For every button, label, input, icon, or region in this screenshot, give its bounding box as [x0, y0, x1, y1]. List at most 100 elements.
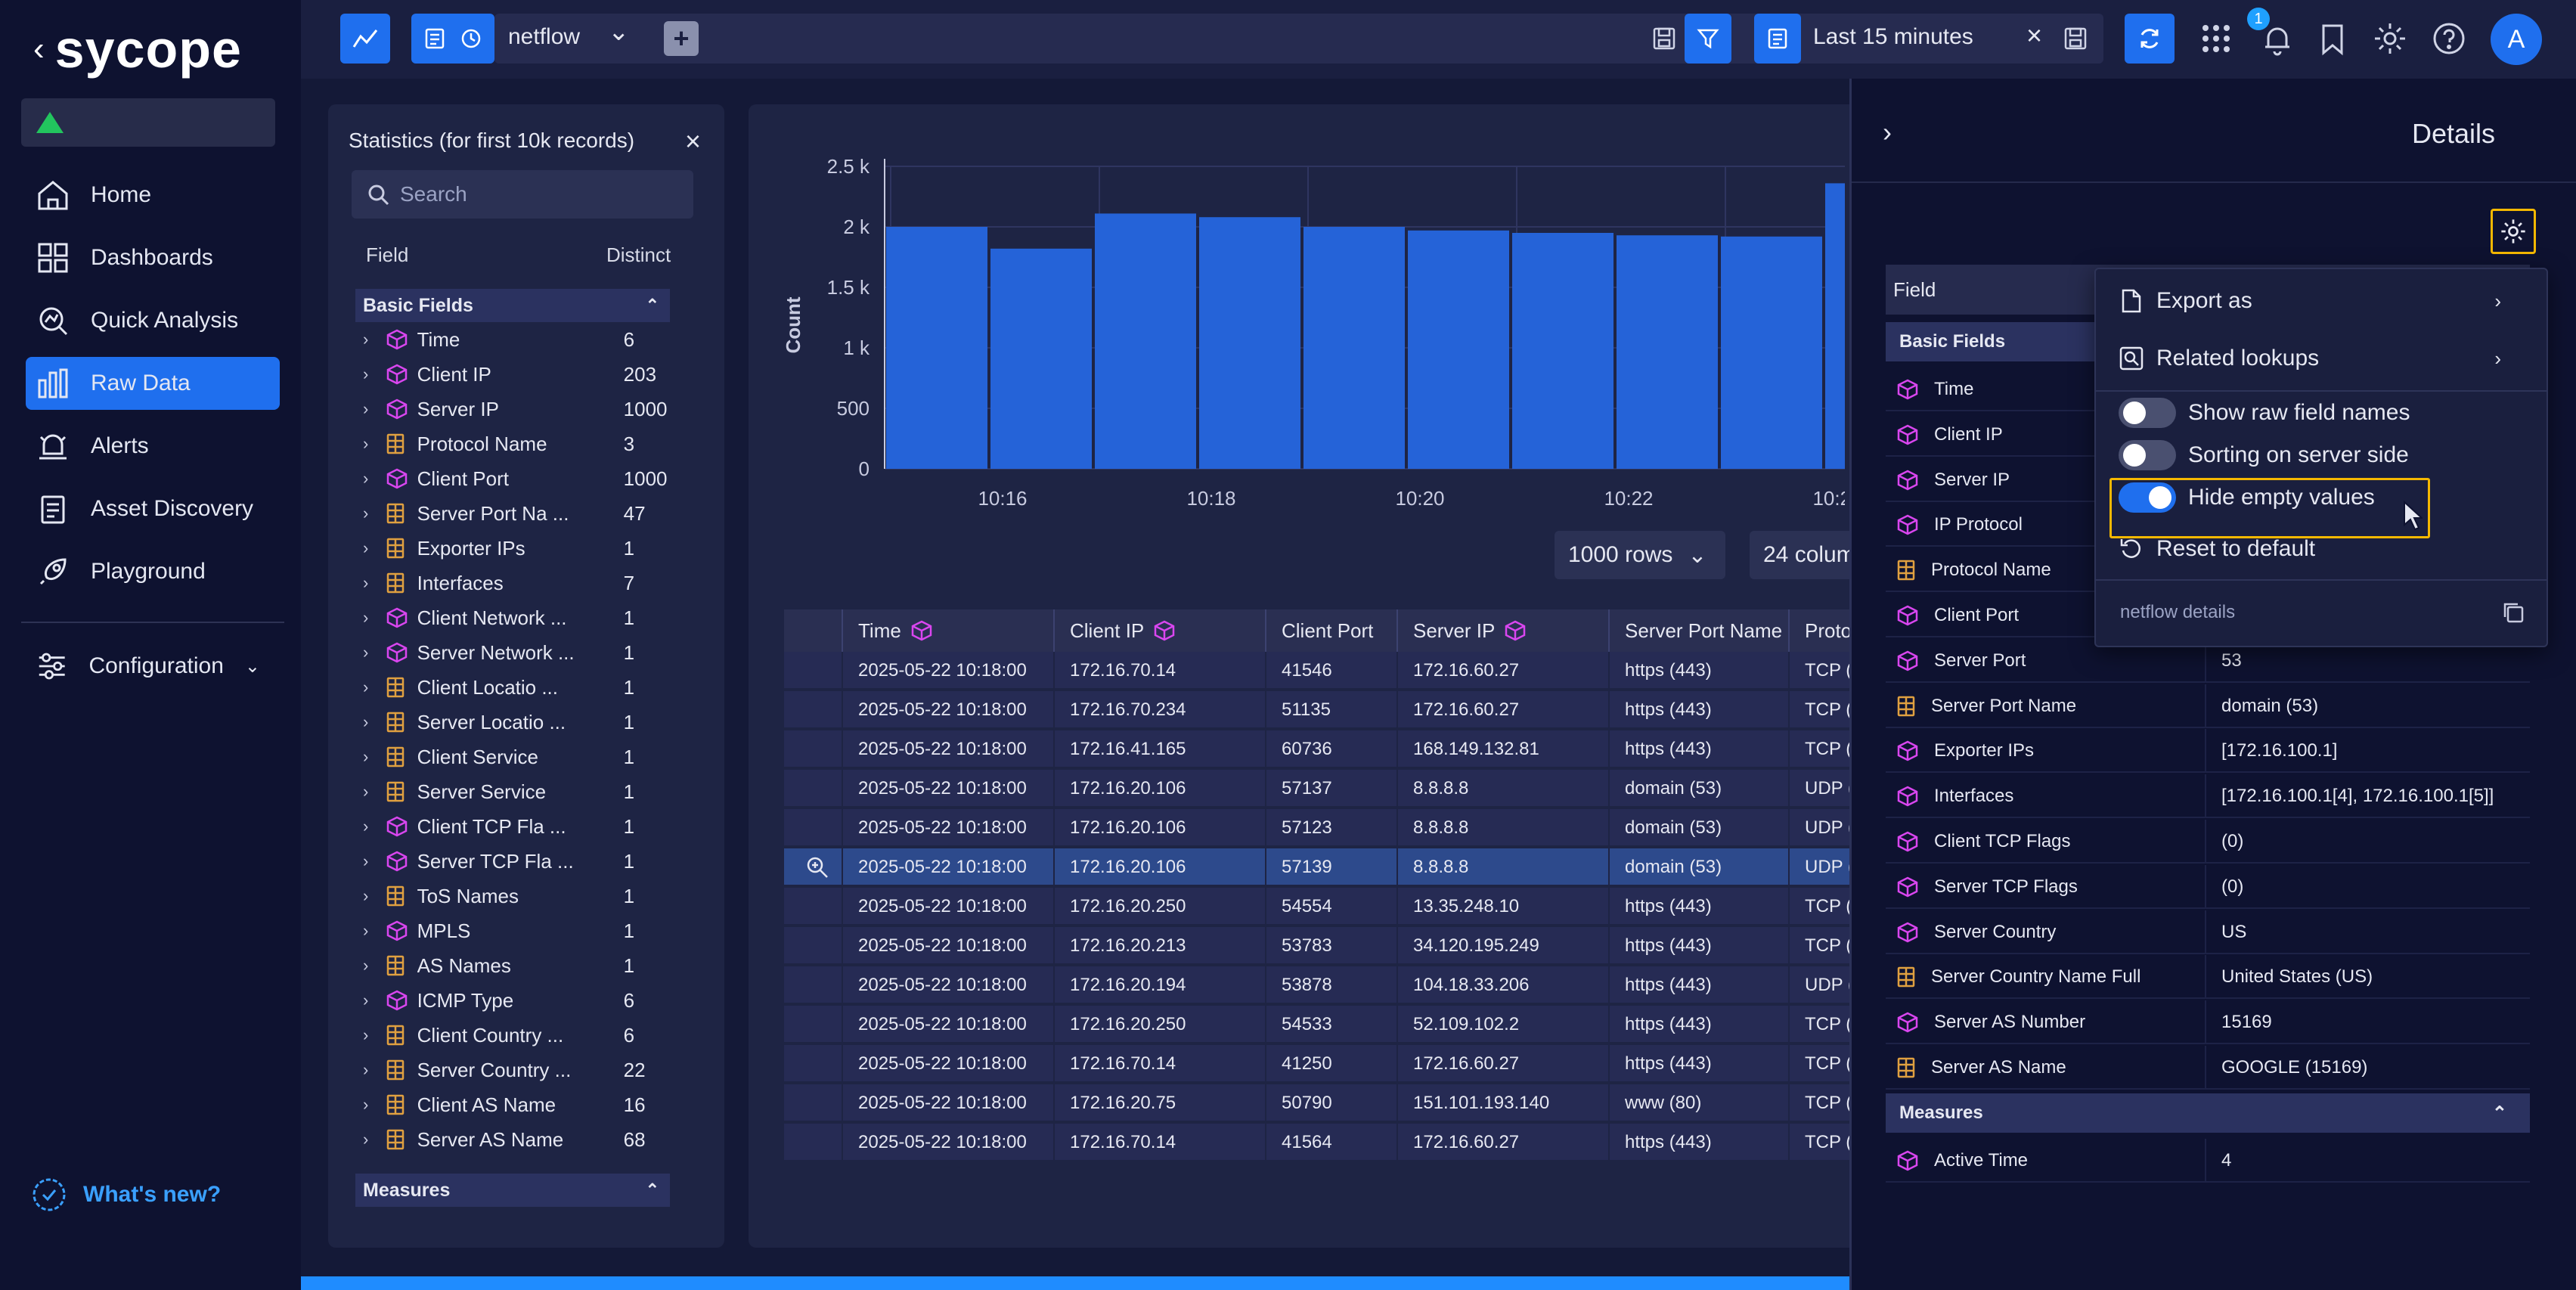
histogram-bar[interactable] — [1825, 183, 1845, 469]
chevron-right-icon[interactable]: › — [363, 678, 369, 696]
columns-select[interactable]: 24 colum — [1750, 531, 1855, 579]
help-icon[interactable] — [2432, 21, 2466, 56]
filter-button[interactable] — [1685, 14, 1731, 64]
histogram-bar[interactable] — [1303, 227, 1405, 469]
stats-field-row[interactable]: › Client TCP Fla ... 1 — [363, 809, 680, 844]
stats-field-row[interactable]: › Server TCP Fla ... 1 — [363, 844, 680, 879]
chevron-right-icon[interactable]: › — [363, 747, 369, 766]
chevron-right-icon[interactable]: › — [363, 782, 369, 801]
chevron-right-icon[interactable]: › — [363, 712, 369, 731]
histogram-bar[interactable] — [1199, 217, 1300, 469]
zoom-in-icon[interactable] — [805, 855, 829, 879]
table-row[interactable]: 2025-05-22 10:18:00 172.16.70.14 41546 172.… — [784, 652, 1858, 690]
sidebar-item-alerts[interactable]: Alerts — [26, 420, 280, 473]
column-header-client-port[interactable]: Client Port — [1266, 609, 1398, 652]
hide-empty-toggle[interactable] — [2119, 482, 2176, 513]
stats-field-row[interactable]: › Server AS Name 68 — [363, 1122, 680, 1157]
apps-grid-icon[interactable] — [2200, 23, 2232, 54]
chart-toggle-button[interactable] — [340, 14, 390, 64]
table-row[interactable]: 2025-05-22 10:18:00 172.16.20.75 50790 151.… — [784, 1084, 1858, 1122]
add-query-button[interactable]: + — [664, 21, 699, 56]
details-row[interactable]: Exporter IPs [172.16.100.1] — [1886, 729, 2530, 774]
chevron-right-icon[interactable]: › — [363, 504, 369, 523]
stats-field-row[interactable]: › Client AS Name 16 — [363, 1087, 680, 1122]
collapse-details-icon[interactable]: › — [1883, 116, 1892, 147]
details-row[interactable]: Server AS Number 15169 — [1886, 1000, 2530, 1045]
stats-field-row[interactable]: › Server Locatio ... 1 — [363, 705, 680, 740]
table-row[interactable]: 2025-05-22 10:18:00 172.16.20.250 54554 13.… — [784, 888, 1858, 926]
column-header-client-ip[interactable]: Client IP — [1055, 609, 1266, 652]
menu-hide-empty-values[interactable]: Hide empty values — [2096, 476, 2547, 519]
bell-icon[interactable] — [2262, 23, 2292, 56]
chevron-right-icon[interactable]: › — [363, 1095, 369, 1114]
details-row[interactable]: Active Time 4 — [1886, 1139, 2530, 1183]
stats-field-row[interactable]: › Protocol Name 3 — [363, 426, 680, 461]
chevron-right-icon[interactable]: › — [363, 434, 369, 453]
details-row[interactable]: Server Port 53 — [1886, 638, 2530, 683]
chevron-right-icon[interactable]: › — [363, 886, 369, 905]
stats-field-row[interactable]: › Server IP 1000 — [363, 392, 680, 426]
sidebar-item-asset-discovery[interactable]: Asset Discovery — [26, 482, 280, 535]
histogram-bar[interactable] — [1617, 235, 1718, 469]
stats-section-basic-fields[interactable]: Basic Fields ⌃ — [355, 289, 670, 322]
statistics-search-input[interactable]: Search — [352, 170, 693, 219]
copy-icon[interactable] — [2501, 600, 2525, 625]
table-row[interactable]: 2025-05-22 10:18:00 172.16.20.106 57137 8.8… — [784, 770, 1858, 808]
stats-field-row[interactable]: › AS Names 1 — [363, 948, 680, 983]
chevron-right-icon[interactable]: › — [363, 1025, 369, 1044]
stats-field-row[interactable]: › ICMP Type 6 — [363, 983, 680, 1018]
table-row[interactable]: 2025-05-22 10:18:00 172.16.20.213 53783 34.… — [784, 927, 1858, 965]
table-row[interactable]: 2025-05-22 10:18:00 172.16.41.165 60736 168… — [784, 730, 1858, 768]
menu-reset-default[interactable]: Reset to default — [2096, 528, 2547, 570]
sidebar-item-raw-data[interactable]: Raw Data — [26, 357, 280, 410]
stats-field-row[interactable]: › Server Service 1 — [363, 774, 680, 809]
sidebar-item-home[interactable]: Home — [26, 169, 280, 222]
stats-section-measures[interactable]: Measures ⌃ — [355, 1174, 670, 1207]
table-row[interactable]: 2025-05-22 10:18:00 172.16.20.106 57123 8.8… — [784, 809, 1858, 847]
stats-field-row[interactable]: › Time 6 — [363, 322, 680, 357]
details-row[interactable]: Client TCP Flags (0) — [1886, 820, 2530, 864]
chevron-right-icon[interactable]: › — [363, 956, 369, 975]
stats-field-row[interactable]: › Interfaces 7 — [363, 566, 680, 600]
histogram-bar[interactable] — [1721, 236, 1822, 469]
refresh-button[interactable] — [2125, 14, 2175, 64]
sidebar-item-dashboards[interactable]: Dashboards — [26, 231, 280, 284]
back-icon[interactable]: ‹ — [33, 30, 45, 67]
source-buttons[interactable] — [411, 14, 494, 64]
bookmark-icon[interactable] — [2320, 23, 2345, 56]
stats-field-row[interactable]: › MPLS 1 — [363, 913, 680, 948]
save-query-icon[interactable] — [1651, 26, 1677, 51]
stats-field-row[interactable]: › Client Port 1000 — [363, 461, 680, 496]
menu-sorting-server-side[interactable]: Sorting on server side — [2096, 434, 2547, 476]
histogram-bar[interactable] — [1512, 233, 1613, 469]
sidebar-item-playground[interactable]: Playground — [26, 545, 280, 598]
settings-gear-icon[interactable] — [2373, 21, 2407, 56]
chevron-right-icon[interactable]: › — [363, 364, 369, 383]
column-header-proto[interactable]: Proto — [1790, 609, 1858, 652]
chevron-right-icon[interactable]: › — [363, 608, 369, 627]
show-raw-toggle[interactable] — [2119, 398, 2176, 428]
sidebar-item-quick-analysis[interactable]: Quick Analysis — [26, 294, 280, 347]
stats-field-row[interactable]: › Server Port Na ... 47 — [363, 496, 680, 531]
column-header-server-port-name[interactable]: Server Port Name — [1610, 609, 1790, 652]
details-row[interactable]: Server AS Name GOOGLE (15169) — [1886, 1046, 2530, 1090]
stats-field-row[interactable]: › Client IP 203 — [363, 357, 680, 392]
time-range-field[interactable] — [1801, 14, 2103, 64]
chevron-right-icon[interactable]: › — [363, 573, 369, 592]
clear-time-icon[interactable]: × — [2026, 20, 2043, 51]
chevron-right-icon[interactable]: › — [363, 399, 369, 418]
histogram-bar[interactable] — [1408, 230, 1509, 469]
table-row[interactable]: 2025-05-22 10:18:00 172.16.20.250 54533 52.… — [784, 1006, 1858, 1043]
chevron-right-icon[interactable]: › — [363, 330, 369, 349]
chevron-right-icon[interactable]: › — [363, 538, 369, 557]
histogram-bar[interactable] — [990, 248, 1092, 469]
save-time-icon[interactable] — [2063, 26, 2088, 51]
menu-export-as[interactable]: Export as › — [2096, 272, 2547, 330]
sorting-server-toggle[interactable] — [2119, 440, 2176, 470]
table-row[interactable]: 2025-05-22 10:18:00 172.16.70.14 41250 172.… — [784, 1045, 1858, 1083]
table-row[interactable]: 2025-05-22 10:18:00 172.16.70.234 51135 172… — [784, 691, 1858, 729]
details-settings-button[interactable] — [2491, 209, 2536, 254]
stats-field-row[interactable]: › ToS Names 1 — [363, 879, 680, 913]
close-statistics-icon[interactable]: × — [685, 126, 702, 157]
chevron-right-icon[interactable]: › — [363, 991, 369, 1009]
